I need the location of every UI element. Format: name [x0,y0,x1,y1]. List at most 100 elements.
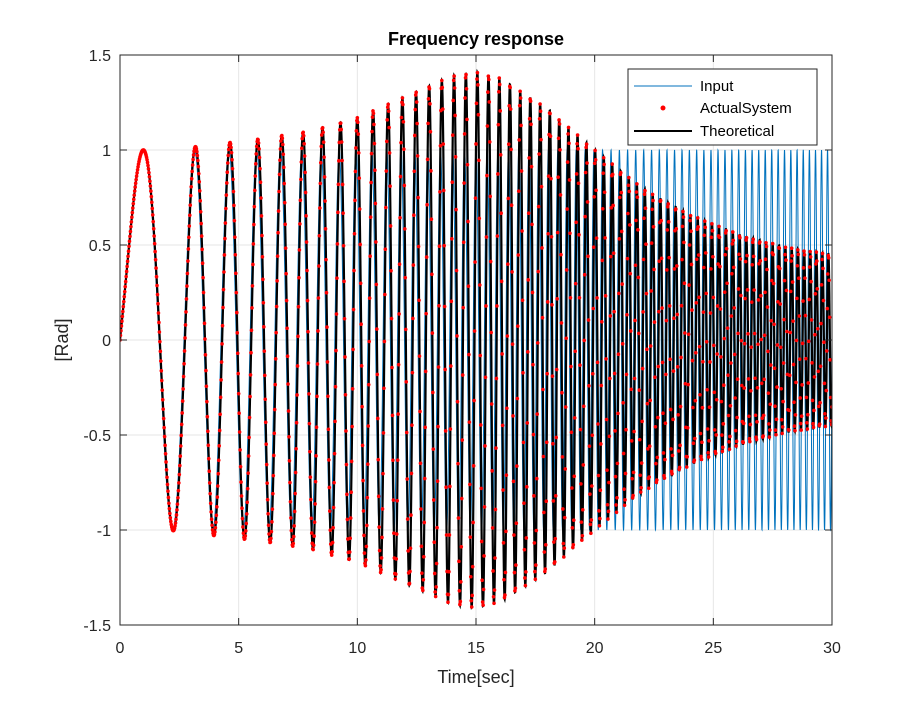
actualsystem-marker [510,342,515,346]
actualsystem-marker [498,109,503,113]
actualsystem-marker [381,431,386,435]
actualsystem-marker [705,387,709,392]
actualsystem-marker [291,534,296,539]
actualsystem-marker [594,188,598,193]
actualsystem-marker [312,534,316,538]
actualsystem-marker [601,155,606,160]
actualsystem-marker [379,567,383,572]
actualsystem-marker [738,235,742,240]
actualsystem-marker [517,103,522,108]
actualsystem-marker [323,227,328,231]
actualsystem-marker [157,330,162,334]
actualsystem-marker [359,322,363,327]
actualsystem-marker [366,382,371,387]
actualsystem-marker [590,433,595,438]
actualsystem-marker [629,387,634,392]
actualsystem-marker [429,217,434,222]
actualsystem-marker [430,331,435,335]
actualsystem-marker [279,139,283,143]
actualsystem-marker [300,136,305,141]
actualsystem-marker [827,315,832,320]
actualsystem-marker [693,398,698,403]
actualsystem-marker [302,154,307,158]
legend-actualsystem-swatch [660,105,666,111]
actualsystem-marker [465,117,469,122]
actualsystem-marker [686,382,690,387]
actualsystem-marker [384,169,389,173]
actualsystem-marker [758,259,763,263]
actualsystem-marker [463,96,467,100]
actualsystem-marker [233,252,238,257]
actualsystem-marker [275,279,279,283]
actualsystem-marker [552,560,557,564]
actualsystem-marker [579,520,584,524]
actualsystem-marker [509,147,513,152]
actualsystem-marker [653,375,657,380]
actualsystem-marker [546,174,551,178]
actualsystem-marker [311,547,315,552]
actualsystem-marker [369,151,374,156]
actualsystem-marker [225,161,230,165]
actualsystem-marker [621,451,626,456]
legend-actualsystem-label: ActualSystem [700,100,792,117]
actualsystem-marker [489,330,493,335]
actualsystem-marker [508,107,513,111]
actualsystem-marker [484,304,488,308]
actualsystem-marker [655,478,659,482]
actualsystem-marker [826,256,831,260]
actualsystem-marker [257,147,261,151]
actualsystem-marker [709,235,714,240]
actualsystem-marker [186,259,190,263]
actualsystem-marker [145,160,150,165]
actualsystem-marker [765,305,770,309]
actualsystem-marker [401,102,405,107]
actualsystem-marker [285,326,289,331]
actualsystem-marker [446,600,450,605]
actualsystem-marker [355,115,360,120]
actualsystem-marker [293,470,298,475]
actualsystem-marker [645,401,650,406]
actualsystem-marker [709,267,713,271]
actualsystem-marker [200,261,205,266]
actualsystem-marker [735,415,739,420]
x-tick-label: 15 [467,640,485,657]
actualsystem-marker [341,243,346,248]
actualsystem-marker [319,144,324,149]
actualsystem-marker [594,236,599,240]
actualsystem-marker [222,270,226,274]
actualsystem-marker [483,444,487,448]
actualsystem-marker [808,249,812,254]
actualsystem-marker [201,275,205,280]
actualsystem-marker [412,213,416,218]
legend[interactable]: Input ActualSystem Theoretical [627,68,818,146]
actualsystem-marker [135,167,140,172]
actualsystem-marker [298,198,303,203]
actualsystem-marker [343,355,347,359]
actualsystem-marker [367,339,372,344]
actualsystem-marker [515,396,520,401]
actualsystem-marker [473,260,477,264]
actualsystem-marker [120,333,123,338]
actualsystem-marker [396,412,400,416]
actualsystem-marker [704,339,709,344]
actualsystem-marker [453,155,458,159]
actualsystem-marker [288,480,292,485]
actualsystem-marker [558,193,563,197]
actualsystem-marker [479,486,484,491]
actualsystem-marker [803,276,807,280]
actualsystem-marker [585,161,589,165]
actualsystem-marker [276,230,280,235]
actualsystem-marker [478,423,483,427]
actualsystem-marker [447,569,451,574]
actualsystem-marker [516,253,521,257]
actualsystem-marker [314,454,318,458]
actualsystem-marker [163,443,167,448]
actualsystem-marker [268,540,273,544]
actualsystem-marker [618,170,623,175]
actualsystem-marker [176,488,181,493]
actualsystem-marker [503,593,507,597]
actualsystem-marker [269,529,274,534]
actualsystem-marker [506,142,511,147]
actualsystem-marker [777,246,782,251]
actualsystem-marker [154,274,159,279]
